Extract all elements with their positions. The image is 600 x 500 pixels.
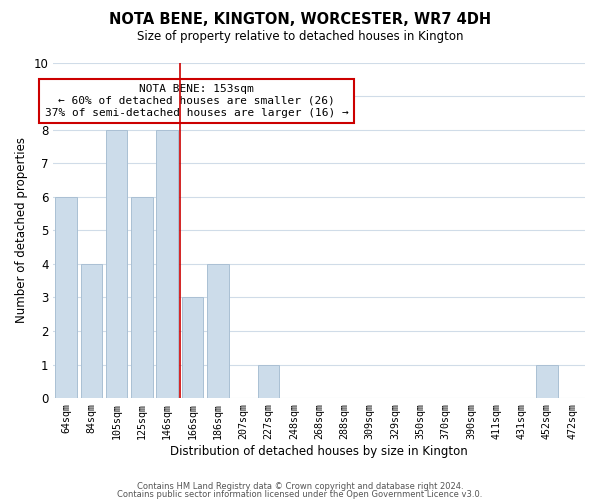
Bar (182, 298, 203, 398)
Y-axis label: Number of detached properties: Number of detached properties (15, 138, 28, 324)
Bar (207, 264, 229, 398)
Bar (106, 130, 127, 398)
X-axis label: Distribution of detached houses by size in Kington: Distribution of detached houses by size … (170, 444, 468, 458)
Bar (157, 130, 178, 398)
Text: Contains public sector information licensed under the Open Government Licence v3: Contains public sector information licen… (118, 490, 482, 499)
Text: NOTA BENE, KINGTON, WORCESTER, WR7 4DH: NOTA BENE, KINGTON, WORCESTER, WR7 4DH (109, 12, 491, 28)
Bar (131, 196, 152, 398)
Bar (80, 264, 102, 398)
Text: Size of property relative to detached houses in Kington: Size of property relative to detached ho… (137, 30, 463, 43)
Bar (55, 196, 77, 398)
Bar (536, 364, 558, 398)
Text: Contains HM Land Registry data © Crown copyright and database right 2024.: Contains HM Land Registry data © Crown c… (137, 482, 463, 491)
Text: NOTA BENE: 153sqm
← 60% of detached houses are smaller (26)
37% of semi-detached: NOTA BENE: 153sqm ← 60% of detached hous… (45, 84, 349, 117)
Bar (258, 364, 279, 398)
